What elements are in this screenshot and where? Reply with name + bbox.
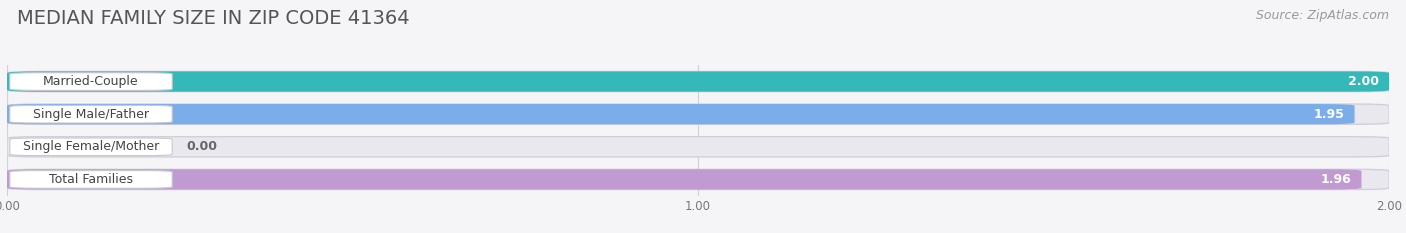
- FancyBboxPatch shape: [7, 104, 1389, 124]
- FancyBboxPatch shape: [10, 105, 172, 123]
- FancyBboxPatch shape: [7, 169, 1361, 189]
- FancyBboxPatch shape: [10, 138, 172, 156]
- Text: Total Families: Total Families: [49, 173, 134, 186]
- FancyBboxPatch shape: [10, 171, 172, 188]
- Text: Single Female/Mother: Single Female/Mother: [22, 140, 159, 153]
- FancyBboxPatch shape: [7, 169, 1389, 189]
- FancyBboxPatch shape: [7, 72, 1389, 92]
- Text: 2.00: 2.00: [1348, 75, 1379, 88]
- Text: Source: ZipAtlas.com: Source: ZipAtlas.com: [1256, 9, 1389, 22]
- FancyBboxPatch shape: [7, 137, 1389, 157]
- Text: 1.95: 1.95: [1313, 108, 1344, 121]
- Text: Single Male/Father: Single Male/Father: [32, 108, 149, 121]
- FancyBboxPatch shape: [7, 72, 1389, 92]
- FancyBboxPatch shape: [10, 73, 172, 90]
- Text: 1.96: 1.96: [1320, 173, 1351, 186]
- FancyBboxPatch shape: [7, 104, 1354, 124]
- Text: Married-Couple: Married-Couple: [44, 75, 139, 88]
- Text: 0.00: 0.00: [187, 140, 218, 153]
- Text: MEDIAN FAMILY SIZE IN ZIP CODE 41364: MEDIAN FAMILY SIZE IN ZIP CODE 41364: [17, 9, 409, 28]
